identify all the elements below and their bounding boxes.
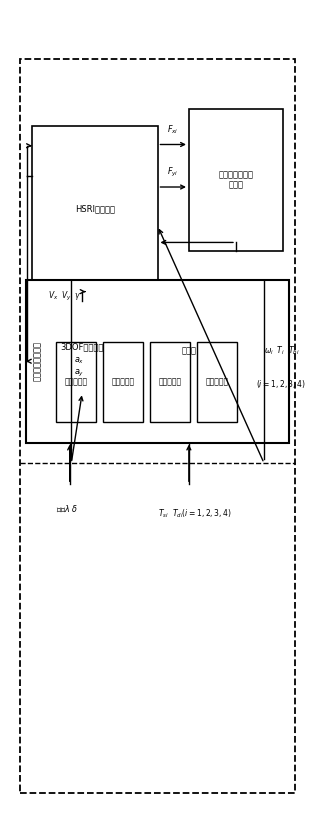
Text: 四轮驱动电动汽车: 四轮驱动电动汽车	[33, 342, 42, 382]
Text: $T_{si}$  $T_{di}$$(i=1,2,3,4)$: $T_{si}$ $T_{di}$$(i=1,2,3,4)$	[158, 507, 232, 519]
Bar	[32, 126, 158, 292]
Bar	[150, 342, 191, 422]
Text: 电机左前轮: 电机左前轮	[64, 377, 88, 387]
Text: 电机右前轮: 电机右前轮	[112, 377, 135, 387]
Text: 估计器: 估计器	[181, 347, 196, 356]
Text: 电机右后轮: 电机右后轮	[205, 377, 229, 387]
Bar	[26, 280, 289, 443]
Text: $F_{yi}$: $F_{yi}$	[168, 165, 179, 179]
Text: $a_x$
$a_y$: $a_x$ $a_y$	[74, 356, 84, 379]
Bar	[189, 109, 283, 250]
Text: $V_x$  $V_y$  $\gamma$: $V_x$ $V_y$ $\gamma$	[48, 290, 82, 303]
Bar	[32, 301, 132, 392]
Text: 附着系数滚动时
域估计: 附着系数滚动时 域估计	[218, 170, 253, 190]
Bar	[103, 342, 143, 422]
Bar	[197, 342, 238, 422]
Text: 输入$\lambda$ $\delta$: 输入$\lambda$ $\delta$	[55, 504, 77, 514]
Text: HSRI轮胎模型: HSRI轮胎模型	[75, 205, 115, 214]
Bar	[55, 342, 96, 422]
Text: $(i=1,2,3,4)$: $(i=1,2,3,4)$	[256, 378, 306, 390]
Text: $F_{xi}$: $F_{xi}$	[168, 124, 179, 136]
Text: 电机左后轮: 电机左后轮	[158, 377, 182, 387]
Text: $\omega_i$  $T_i$  $T_{bi}$: $\omega_i$ $T_i$ $T_{bi}$	[264, 345, 299, 357]
Text: 3DOF车辆模型: 3DOF车辆模型	[60, 342, 104, 352]
Bar	[20, 59, 295, 792]
